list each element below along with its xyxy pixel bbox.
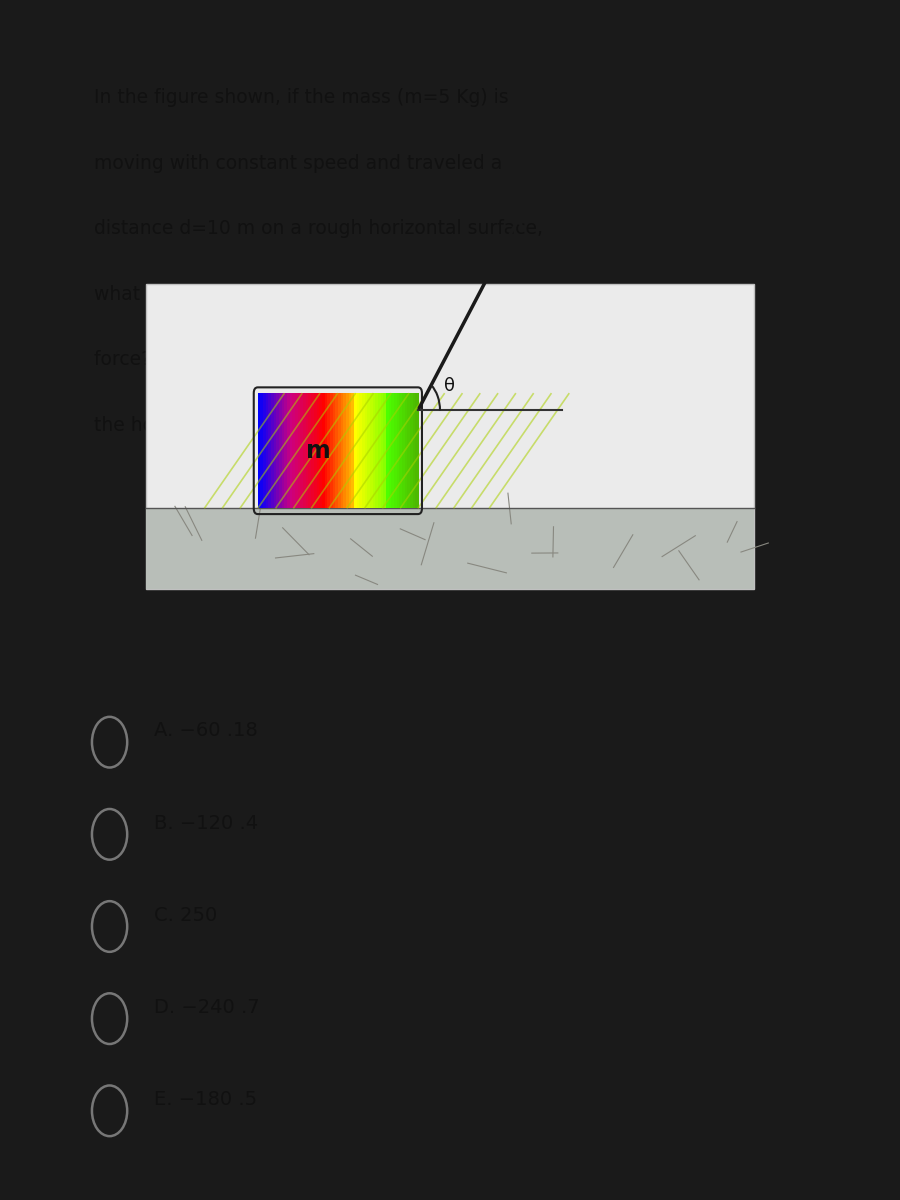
Bar (303, 394, 307, 509)
Bar (311, 394, 315, 509)
Bar (381, 394, 384, 509)
Bar (257, 394, 261, 509)
Text: A. −60 .18: A. −60 .18 (154, 721, 257, 740)
Bar (290, 394, 293, 509)
Bar (394, 394, 398, 509)
Bar (260, 394, 264, 509)
Bar (309, 394, 312, 509)
Bar (266, 394, 269, 509)
Bar (301, 394, 304, 509)
Bar (338, 394, 341, 509)
Bar (386, 394, 390, 509)
Bar (287, 394, 291, 509)
Bar (392, 394, 395, 509)
Text: distance d=10 m on a rough horizontal surface,: distance d=10 m on a rough horizontal su… (94, 220, 543, 238)
Bar (378, 394, 382, 509)
Bar (306, 394, 310, 509)
Bar (415, 394, 419, 509)
Bar (400, 394, 402, 509)
Bar (370, 394, 374, 509)
Bar (412, 394, 416, 509)
Bar (325, 394, 328, 509)
Bar (284, 394, 288, 509)
Bar (330, 394, 333, 509)
Bar (343, 394, 346, 509)
Bar (346, 394, 349, 509)
Bar (292, 394, 296, 509)
Bar (271, 394, 274, 509)
Bar (375, 394, 379, 509)
Bar (268, 394, 272, 509)
Bar (317, 394, 320, 509)
Bar (356, 394, 360, 509)
Bar (332, 394, 336, 509)
Bar (362, 394, 365, 509)
Text: In the figure shown, if the mass (m=5 Kg) is: In the figure shown, if the mass (m=5 Kg… (94, 88, 508, 107)
Bar (322, 394, 325, 509)
Bar (351, 394, 355, 509)
Bar (282, 394, 285, 509)
Text: D. −240 .7: D. −240 .7 (154, 998, 259, 1016)
Bar (340, 394, 344, 509)
Text: C. 250: C. 250 (154, 906, 217, 925)
Bar (314, 394, 318, 509)
Bar (146, 283, 754, 589)
Bar (320, 394, 322, 509)
Bar (367, 394, 371, 509)
Bar (397, 394, 400, 509)
Bar (402, 394, 405, 509)
Bar (328, 394, 330, 509)
Bar (276, 394, 280, 509)
Bar (295, 394, 299, 509)
Bar (274, 394, 277, 509)
Bar (410, 394, 413, 509)
Bar (298, 394, 302, 509)
Text: m: m (306, 439, 331, 463)
Bar (263, 394, 266, 509)
Bar (354, 394, 357, 509)
Bar (383, 394, 387, 509)
Text: θ: θ (445, 377, 455, 395)
Bar (405, 394, 408, 509)
Text: what is the work done in Joules by the frictional: what is the work done in Joules by the f… (94, 284, 540, 304)
Text: the horizontal.: the horizontal. (94, 416, 230, 436)
Bar (279, 394, 283, 509)
Bar (348, 394, 352, 509)
Text: moving with constant speed and traveled a: moving with constant speed and traveled … (94, 154, 502, 173)
Bar (146, 509, 754, 589)
Text: E. −180 .5: E. −180 .5 (154, 1090, 256, 1109)
Bar (389, 394, 392, 509)
Bar (373, 394, 376, 509)
Bar (364, 394, 368, 509)
Bar (335, 394, 338, 509)
Text: force? Given that F =10 N that makes 53 º with: force? Given that F =10 N that makes 53 … (94, 350, 539, 370)
Text: B. −120 .4: B. −120 .4 (154, 814, 257, 833)
Bar (359, 394, 363, 509)
Bar (408, 394, 410, 509)
Text: F: F (534, 191, 550, 215)
